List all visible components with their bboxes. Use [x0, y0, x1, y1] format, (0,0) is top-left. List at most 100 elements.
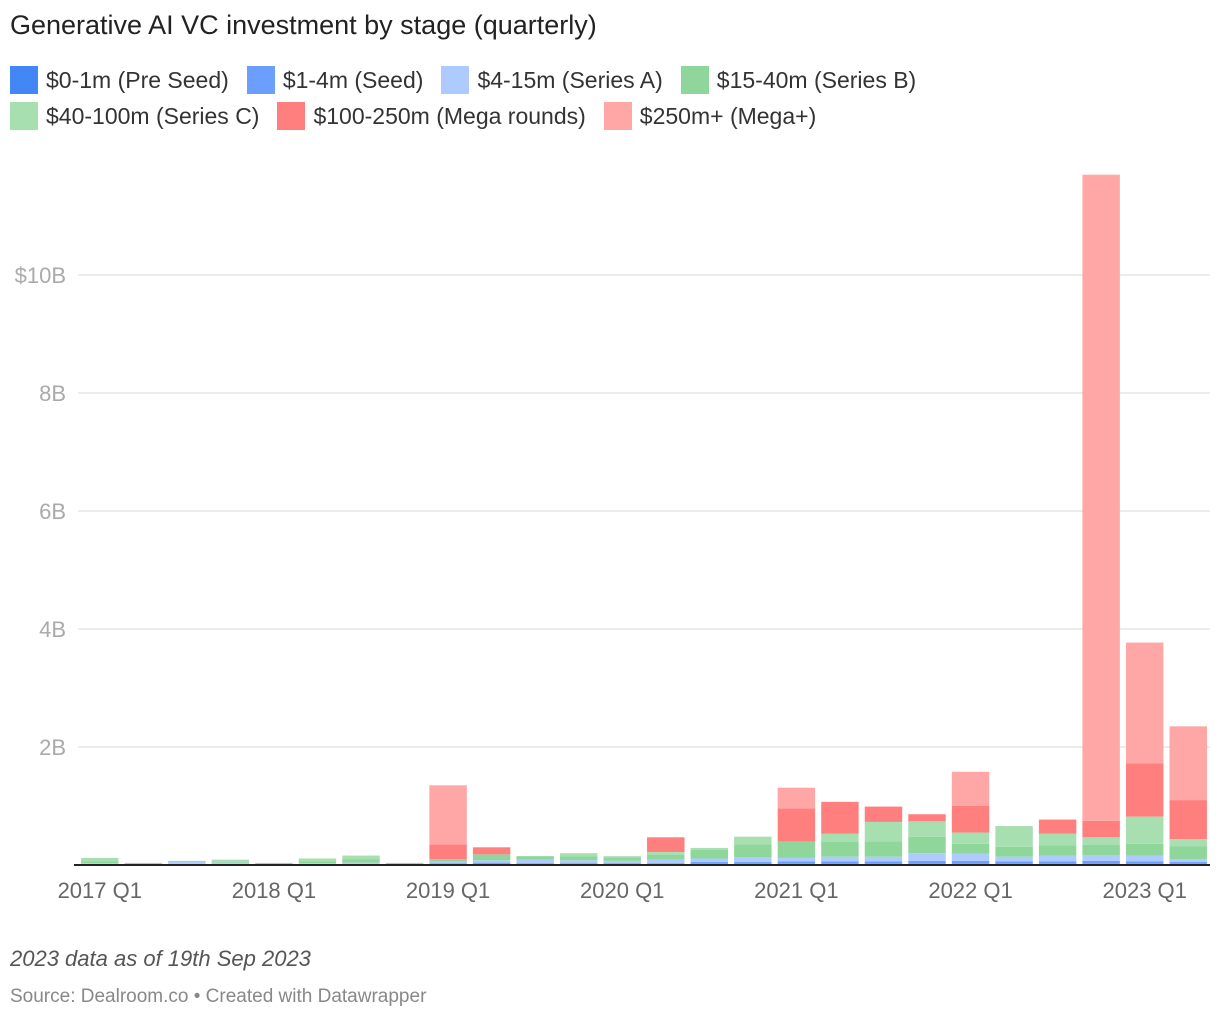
bar-segment — [1038, 819, 1077, 834]
legend-label-mega-rounds: $100-250m (Mega rounds) — [313, 102, 586, 129]
bar-segment — [1125, 843, 1164, 856]
legend-item-series-b: $15-40m (Series B) — [680, 66, 916, 94]
bar-segment — [1125, 763, 1164, 817]
y-tick-label: 6B — [39, 499, 66, 524]
bar-segment — [429, 861, 467, 864]
bar-segment — [1169, 862, 1207, 864]
bar-segment — [255, 862, 293, 864]
bar-segment — [472, 862, 511, 864]
bar-segment — [734, 857, 772, 863]
y-tick-labels: 2B 4B 6B 8B $10B — [15, 263, 66, 760]
legend-swatch-series-c — [10, 102, 38, 130]
y-tick-label: 2B — [39, 735, 66, 760]
bar-segment — [1169, 726, 1207, 801]
bar-segment — [647, 852, 685, 855]
bar-segment — [124, 863, 163, 865]
bar-segment — [647, 837, 685, 853]
bar-segment — [951, 771, 990, 806]
bar-segment — [995, 861, 1033, 864]
bar-segment — [1125, 861, 1164, 864]
bar-segment — [472, 847, 511, 855]
x-tick-label: 2017 Q1 — [58, 878, 142, 903]
bar-segment — [777, 787, 816, 809]
bar-segment — [864, 856, 903, 862]
bar-segment — [1125, 642, 1164, 764]
bar-segment — [1082, 860, 1120, 864]
bar-segment — [1125, 816, 1164, 844]
bar-segment — [734, 836, 772, 845]
bar-segment — [1169, 839, 1207, 847]
legend-item-series-a: $4-15m (Series A) — [441, 66, 663, 94]
bar-segment — [995, 846, 1033, 857]
source-credit: Source: Dealroom.co • Created with Dataw… — [10, 986, 427, 1007]
legend-swatch-seed — [246, 66, 275, 94]
bar-segment — [603, 857, 641, 861]
x-tick-label: 2022 Q1 — [928, 878, 1012, 903]
bar-segment — [603, 856, 641, 858]
x-tick-label: 2020 Q1 — [580, 878, 664, 903]
bar-segment — [559, 853, 598, 857]
bar-segment — [951, 832, 990, 844]
bar-segment — [81, 863, 119, 864]
bar-segment — [1038, 861, 1077, 864]
bar-segment — [647, 854, 685, 860]
stacked-bar-chart: 2B 4B 6B 8B $10B 2017 Q1 2018 Q1 2019 Q1 2020 Q… — [15, 174, 1210, 903]
bar-segment — [1082, 820, 1120, 838]
bar-segment — [864, 821, 903, 842]
x-tick-label: 2023 Q1 — [1102, 878, 1186, 903]
bar-segment — [995, 856, 1033, 862]
bar-segment — [211, 859, 250, 863]
bar-segment — [1125, 855, 1164, 862]
bar-segment — [298, 858, 337, 862]
bar-segment — [951, 806, 990, 833]
bar-segment — [168, 861, 206, 864]
x-tick-label: 2021 Q1 — [754, 878, 838, 903]
bar-segment — [734, 862, 772, 864]
bar-segment — [995, 826, 1033, 847]
y-tick-label: 8B — [39, 381, 66, 406]
bar-segment — [168, 860, 206, 862]
bar-segment — [690, 849, 729, 859]
bar-segment — [429, 844, 467, 860]
legend-label-pre-seed: $0-1m (Pre Seed) — [46, 66, 229, 93]
bar-segment — [690, 858, 729, 863]
bar-segment — [1038, 855, 1077, 862]
x-tick-label: 2018 Q1 — [232, 878, 316, 903]
bar-segment — [559, 860, 598, 864]
x-tick-label: 2019 Q1 — [406, 878, 490, 903]
bar-segment — [429, 859, 467, 862]
bar-segment — [821, 801, 859, 834]
legend-item-seed: $1-4m (Seed) — [246, 66, 424, 94]
bar-segment — [211, 862, 250, 863]
bar-segment — [603, 860, 641, 864]
bar-segment — [298, 861, 337, 864]
legend-item-series-c: $40-100m (Series C) — [10, 102, 259, 130]
legend-swatch-mega-rounds — [277, 102, 306, 130]
bar-segment — [211, 862, 250, 864]
legend-item-mega-plus: $250m+ (Mega+) — [603, 102, 816, 130]
bar-segment — [821, 833, 859, 842]
legend-swatch-pre-seed — [10, 66, 38, 94]
legend-swatch-mega-plus — [603, 102, 632, 130]
bar-segment — [821, 861, 859, 864]
bar-segment — [342, 862, 380, 864]
legend-swatch-series-a — [441, 66, 470, 94]
bar-segment — [1038, 833, 1077, 846]
bar-segment — [429, 863, 467, 865]
bar-segment — [1082, 174, 1120, 821]
legend-label-series-a: $4-15m (Series A) — [477, 66, 663, 93]
bar-segment — [908, 814, 946, 822]
bar-segment — [472, 854, 511, 861]
legend: $0-1m (Pre Seed) $1-4m (Seed) $4-15m (Se… — [10, 62, 1210, 134]
x-tick-labels: 2017 Q1 2018 Q1 2019 Q1 2020 Q1 2021 Q1 2022 … — [58, 878, 1187, 903]
y-tick-label: 4B — [39, 617, 66, 642]
bar-segment — [385, 863, 424, 865]
bar-segment — [1082, 844, 1120, 855]
bar-segment — [864, 861, 903, 864]
legend-label-seed: $1-4m (Seed) — [282, 66, 424, 93]
bar-segment — [864, 806, 903, 822]
legend-row-1: $0-1m (Pre Seed) $1-4m (Seed) $4-15m (Se… — [10, 62, 1210, 98]
legend-label-series-c: $40-100m (Series C) — [46, 102, 260, 129]
bar-segment — [908, 860, 946, 864]
bar-segment — [255, 863, 293, 865]
